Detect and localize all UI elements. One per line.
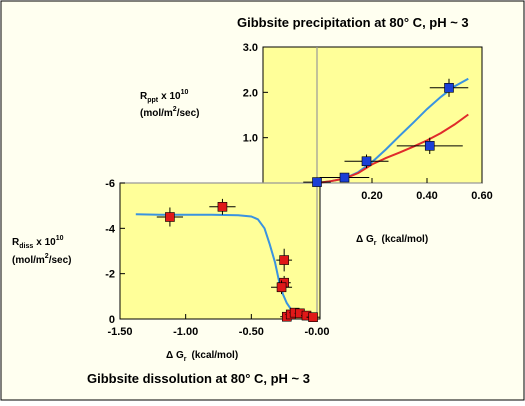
precipitation-xtick-label: 0.20 xyxy=(361,190,382,202)
precipitation-ytick-label: 2.0 xyxy=(243,87,258,99)
precipitation-xtick-label: 0.60 xyxy=(471,190,492,202)
precipitation-data-point xyxy=(424,141,435,151)
precip-title: Gibbsite precipitation at 80° C, pH ~ 3 xyxy=(237,15,469,30)
precipitation-data-point xyxy=(361,156,372,167)
precipitation-xtick-label: 0.40 xyxy=(416,190,437,202)
precip-ylabel: Rppt x 1010 xyxy=(140,89,188,104)
diss-xlabel: Δ Gr (kcal/mol) xyxy=(166,350,238,363)
diss-ylabel: Rdiss x 1010 xyxy=(12,235,64,250)
dissolution-data-point xyxy=(276,282,287,293)
precipitation-data-point xyxy=(312,177,322,187)
precipitation-data-point xyxy=(444,83,454,93)
precip-xlabel: Δ Gr (kcal/mol) xyxy=(356,234,428,247)
dissolution-xtick-label: -0.50 xyxy=(239,326,264,338)
dissolution-ytick-label: -6 xyxy=(105,178,115,190)
dissolution-xtick-label: -1.50 xyxy=(107,326,132,338)
precipitation-ytick-label: 3.0 xyxy=(243,42,258,54)
dissolution-data-point xyxy=(308,312,318,322)
precipitation-data-point xyxy=(339,172,350,183)
dissolution-ytick-label: -2 xyxy=(105,269,115,281)
diss-title: Gibbsite dissolution at 80° C, pH ~ 3 xyxy=(87,371,310,386)
precipitation-ytick-label: 1.0 xyxy=(243,133,258,145)
dissolution-xtick-label: -0.00 xyxy=(304,326,329,338)
dissolution-ytick-label: 0 xyxy=(109,314,115,326)
dissolution-data-point xyxy=(165,212,175,222)
dissolution-xtick-label: -1.00 xyxy=(173,326,198,338)
dissolution-ytick-label: -4 xyxy=(105,223,116,235)
diss-ylabel-units: (mol/m2/sec) xyxy=(12,253,71,266)
dissolution-data-point xyxy=(279,255,289,265)
precip-ylabel-units: (mol/m2/sec) xyxy=(140,106,199,119)
dissolution-data-point xyxy=(217,202,228,212)
